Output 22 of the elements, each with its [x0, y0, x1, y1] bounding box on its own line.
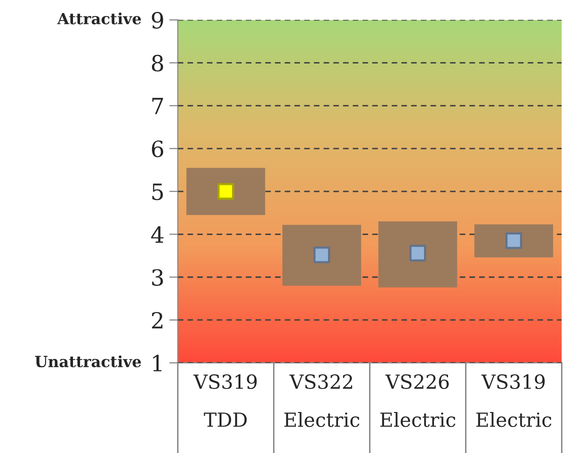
text: Attractive [57, 12, 141, 24]
x-tick-label: VS319 Electric [476, 374, 552, 428]
bar [378, 221, 458, 288]
category-label: VS319 TDD [193, 374, 257, 427]
y-tick-label: 8 [152, 54, 164, 72]
bar [282, 224, 362, 286]
y-tick-label: 9 [152, 12, 164, 29]
y-tick-label: 4 [151, 226, 164, 243]
y-tick-label: 1 [153, 354, 162, 372]
point [217, 183, 234, 200]
y-tick-label: 6 [152, 140, 164, 158]
point [409, 244, 426, 262]
y-tick-label: 7 [152, 98, 163, 114]
point [313, 246, 330, 264]
bar [186, 168, 266, 215]
y-tick-label: 2 [152, 312, 162, 328]
x-tick-label: VS226 Electric [380, 374, 456, 428]
y-tick-label: 3 [152, 269, 163, 286]
text: Unattractive [35, 355, 141, 368]
y-tick-label: 5 [152, 184, 163, 200]
point [505, 232, 522, 250]
x-tick-label: VS322 Electric [284, 374, 360, 428]
